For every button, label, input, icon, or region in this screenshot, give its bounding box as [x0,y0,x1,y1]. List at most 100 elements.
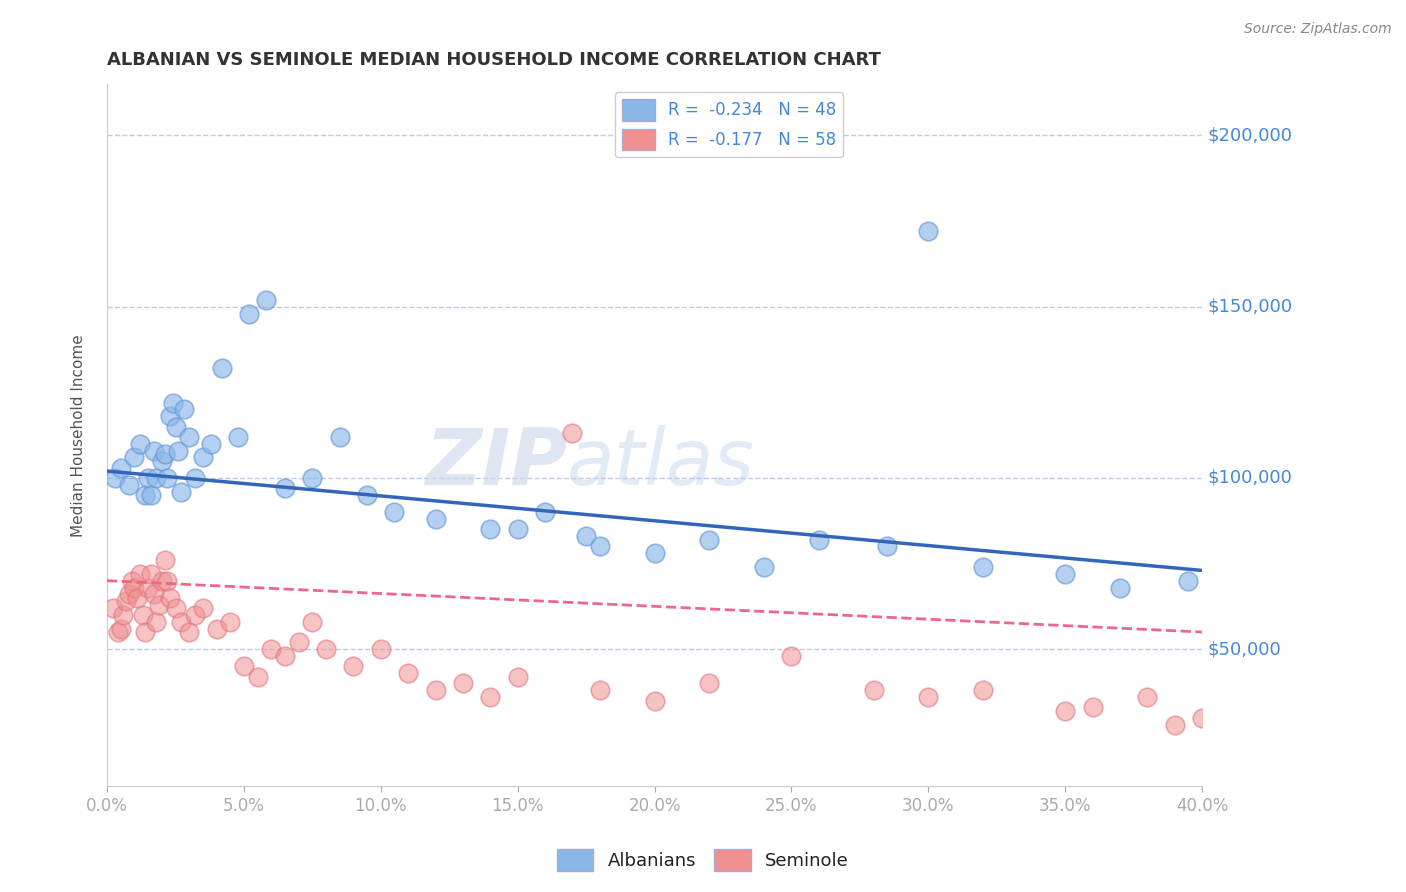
Point [165,419,187,434]
Point [142,587,165,601]
Point [972,560,994,574]
Point [1272,717,1295,731]
Text: ALBANIAN VS SEMINOLE MEDIAN HOUSEHOLD INCOME CORRELATION CHART: ALBANIAN VS SEMINOLE MEDIAN HOUSEHOLD IN… [107,51,882,69]
Point [179,430,201,444]
Point [124,581,146,595]
Point [274,648,297,663]
Text: atlas: atlas [567,425,755,501]
Point [287,635,309,649]
Point [697,676,720,690]
Point [561,426,583,441]
Point [139,566,162,581]
Point [479,522,502,536]
Point [384,505,406,519]
Point [101,601,124,615]
Point [145,471,167,485]
Point [1136,690,1159,705]
Point [153,553,176,567]
Point [917,690,939,705]
Point [191,450,214,465]
Point [1109,581,1132,595]
Point [150,574,173,588]
Point [1163,717,1185,731]
Point [121,574,143,588]
Point [205,622,228,636]
Point [148,598,170,612]
Point [104,471,127,485]
Point [139,488,162,502]
Point [118,477,141,491]
Point [136,471,159,485]
Point [1081,700,1104,714]
Point [425,512,447,526]
Point [142,443,165,458]
Point [162,395,184,409]
Point [110,622,132,636]
Point [260,642,283,657]
Point [807,533,830,547]
Point [589,683,612,698]
Point [238,307,260,321]
Point [246,669,269,683]
Point [159,591,181,605]
Point [156,574,179,588]
Point [159,409,181,424]
Point [200,436,222,450]
Point [110,460,132,475]
Point [170,615,193,629]
Point [129,436,152,450]
Point [697,533,720,547]
Point [228,430,250,444]
Point [232,659,254,673]
Point [170,484,193,499]
Point [396,666,419,681]
Point [254,293,277,307]
Point [342,659,364,673]
Point [329,430,352,444]
Point [165,601,187,615]
Point [191,601,214,615]
Point [1054,566,1077,581]
Point [917,224,939,238]
Point [315,642,337,657]
Text: $200,000: $200,000 [1208,127,1292,145]
Point [183,471,205,485]
Point [301,471,323,485]
Point [862,683,884,698]
Point [136,581,159,595]
Point [179,625,201,640]
Point [644,546,666,560]
Point [131,607,153,622]
Point [575,529,598,543]
Point [589,540,612,554]
Point [129,566,152,581]
Point [1191,711,1213,725]
Text: ZIP: ZIP [425,425,567,501]
Point [479,690,502,705]
Point [356,488,378,502]
Point [124,450,146,465]
Legend: Albanians, Seminole: Albanians, Seminole [550,842,856,879]
Point [1327,738,1350,752]
Point [506,669,529,683]
Point [219,615,242,629]
Point [1054,704,1077,718]
Point [134,488,156,502]
Point [167,443,190,458]
Point [211,361,233,376]
Point [156,471,179,485]
Point [451,676,474,690]
Point [534,505,557,519]
Point [1218,728,1240,742]
Point [145,615,167,629]
Text: $150,000: $150,000 [1208,298,1292,316]
Point [115,594,138,608]
Point [274,481,297,495]
Point [1177,574,1199,588]
Text: $100,000: $100,000 [1208,469,1292,487]
Text: $50,000: $50,000 [1208,640,1281,658]
Point [876,540,898,554]
Point [150,454,173,468]
Point [183,607,205,622]
Point [173,402,195,417]
